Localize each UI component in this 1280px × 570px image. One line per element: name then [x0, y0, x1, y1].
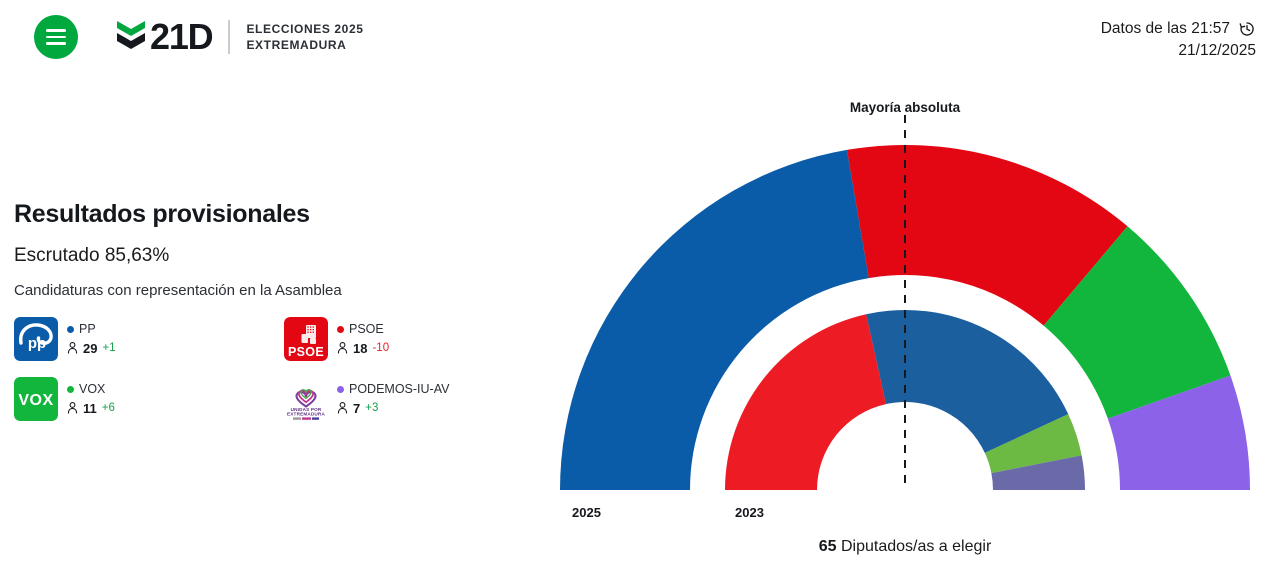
- party-name: PODEMOS-IU-AV: [349, 381, 450, 396]
- party-seat-change: +3: [365, 401, 379, 414]
- hamburger-menu-button[interactable]: [34, 15, 78, 59]
- party-color-dot: [337, 385, 344, 393]
- party-seats: 7: [353, 400, 361, 416]
- seat-arc-segment[interactable]: [846, 145, 1128, 326]
- seat-arc-segment[interactable]: [984, 414, 1082, 474]
- seat-arc-segment[interactable]: [991, 455, 1085, 490]
- party-name: VOX: [79, 381, 106, 396]
- brand-name: 21D: [150, 16, 214, 57]
- scrutinized-percentage: Escrutado 85,63%: [14, 245, 170, 266]
- ring-label-2023: 2023: [735, 505, 764, 520]
- party-list: pp PP 29 +1: [14, 317, 514, 421]
- party-color-dot: [67, 385, 74, 393]
- svg-text:UNIDAS POR: UNIDAS POR: [291, 407, 322, 412]
- svg-text:PSOE: PSOE: [288, 345, 324, 359]
- brand-subtitle-line2: EXTREMADURA: [246, 38, 347, 52]
- hamburger-line: [46, 35, 66, 39]
- hemicycle-svg: [560, 115, 1250, 490]
- party-item-pp[interactable]: pp PP 29 +1: [14, 317, 284, 361]
- party-color-dot: [337, 325, 344, 333]
- seat-arc-segment[interactable]: [1043, 226, 1231, 419]
- brand-subtitle: ELECCIONES 2025 EXTREMADURA: [246, 21, 363, 53]
- party-name: PP: [79, 321, 96, 336]
- majority-threshold-label: Mayoría absoluta: [849, 100, 961, 115]
- total-seats-text: Diputados/as a elegir: [840, 538, 992, 555]
- pp-logo-icon: pp: [14, 317, 58, 361]
- person-seat-icon: [337, 342, 348, 355]
- timestamp-date: 21/12/2025: [1178, 42, 1256, 60]
- person-seat-icon: [67, 342, 78, 355]
- party-seat-change: +6: [101, 401, 115, 414]
- svg-text:pp: pp: [28, 335, 46, 352]
- party-item-vox[interactable]: VOX VOX 11 +6: [14, 377, 284, 421]
- svg-text:VOX: VOX: [18, 392, 53, 409]
- psoe-logo-icon: PSOE: [284, 317, 328, 361]
- seats-hemicycle-chart: Mayoría absoluta 2025 2023 65 Diputados/…: [520, 90, 1280, 570]
- arc-group-2023: [725, 310, 1085, 490]
- party-seats: 11: [83, 400, 97, 416]
- total-seats-number: 65: [818, 538, 837, 555]
- party-seats: 18: [353, 340, 368, 356]
- party-seat-change: +1: [102, 341, 116, 354]
- party-item-podemos-iu-av[interactable]: UNIDAS POR EXTREMADURA PODEMOS-IU-AV 7: [284, 377, 554, 421]
- brand-subtitle-line1: ELECCIONES 2025: [246, 21, 364, 36]
- person-seat-icon: [337, 402, 348, 415]
- unidas-por-extremadura-logo-icon: UNIDAS POR EXTREMADURA: [284, 377, 328, 421]
- brand-logo-group[interactable]: 21D ELECCIONES 2025 EXTREMADURA: [114, 18, 364, 56]
- ring-label-2025: 2025: [572, 505, 601, 520]
- app-header: 21D ELECCIONES 2025 EXTREMADURA Datos de…: [0, 0, 1280, 74]
- seat-arc-segment[interactable]: [560, 149, 869, 490]
- parties-caption: Candidaturas con representación en la As…: [14, 282, 342, 299]
- total-seats-label: 65 Diputados/as a elegir: [819, 538, 992, 556]
- chevrons-down-logo-icon: [117, 21, 145, 49]
- party-color-dot: [67, 325, 74, 333]
- party-name: PSOE: [349, 321, 384, 336]
- clock-history-icon[interactable]: [1238, 20, 1256, 38]
- person-seat-icon: [67, 402, 78, 415]
- party-seats: 29: [83, 340, 98, 356]
- svg-text:EXTREMADURA: EXTREMADURA: [287, 411, 325, 416]
- brand-divider: [228, 20, 231, 54]
- page-title: Resultados provisionales: [14, 200, 310, 228]
- timestamp-time: Datos de las 21:57: [1100, 20, 1230, 37]
- hamburger-line: [46, 42, 66, 45]
- data-timestamp: Datos de las 21:57 21/12/2025: [1101, 18, 1256, 63]
- hamburger-line: [46, 29, 66, 32]
- results-panel: Resultados provisionales Escrutado 85,63…: [14, 200, 514, 421]
- arc-group-2025: [560, 145, 1250, 490]
- party-seat-change: -10: [372, 341, 390, 354]
- seat-arc-segment[interactable]: [1107, 375, 1250, 490]
- seat-arc-segment[interactable]: [866, 310, 1069, 453]
- seat-arc-segment[interactable]: [725, 314, 887, 490]
- vox-logo-icon: VOX: [14, 377, 58, 421]
- party-item-psoe[interactable]: PSOE PSOE 18 -10: [284, 317, 554, 361]
